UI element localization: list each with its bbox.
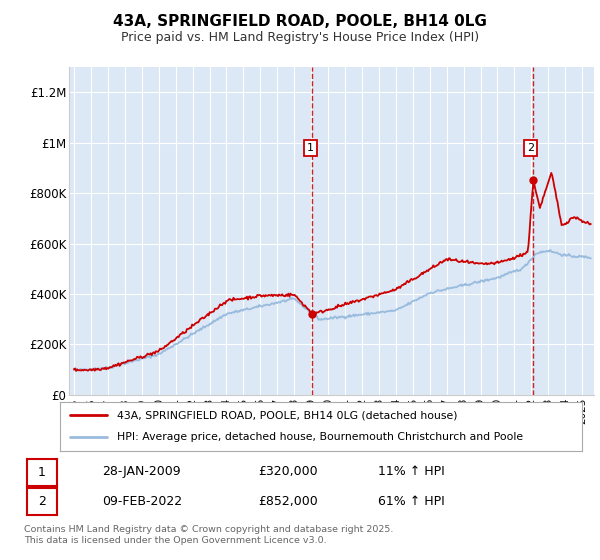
Text: 09-FEB-2022: 09-FEB-2022 <box>102 494 182 508</box>
Text: 11% ↑ HPI: 11% ↑ HPI <box>378 465 445 478</box>
Text: Contains HM Land Registry data © Crown copyright and database right 2025.
This d: Contains HM Land Registry data © Crown c… <box>24 525 394 545</box>
Text: Price paid vs. HM Land Registry's House Price Index (HPI): Price paid vs. HM Land Registry's House … <box>121 31 479 44</box>
Text: 2: 2 <box>527 143 535 153</box>
Text: 2: 2 <box>38 495 46 508</box>
Text: 61% ↑ HPI: 61% ↑ HPI <box>378 494 445 508</box>
Text: £320,000: £320,000 <box>258 465 317 478</box>
Text: 43A, SPRINGFIELD ROAD, POOLE, BH14 0LG: 43A, SPRINGFIELD ROAD, POOLE, BH14 0LG <box>113 14 487 29</box>
Text: 1: 1 <box>307 143 314 153</box>
Text: £852,000: £852,000 <box>258 494 318 508</box>
Text: 43A, SPRINGFIELD ROAD, POOLE, BH14 0LG (detached house): 43A, SPRINGFIELD ROAD, POOLE, BH14 0LG (… <box>118 410 458 421</box>
Text: 28-JAN-2009: 28-JAN-2009 <box>102 465 181 478</box>
Text: HPI: Average price, detached house, Bournemouth Christchurch and Poole: HPI: Average price, detached house, Bour… <box>118 432 524 442</box>
Text: 1: 1 <box>38 465 46 479</box>
